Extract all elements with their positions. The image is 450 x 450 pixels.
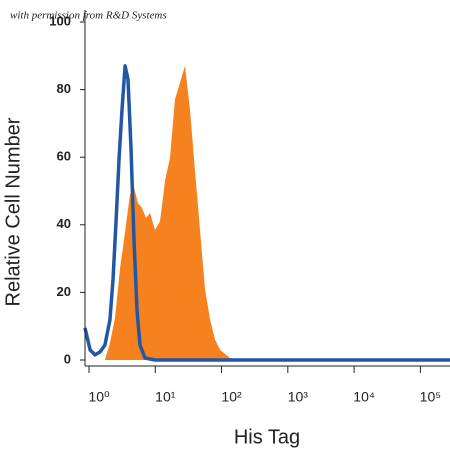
y-tick-label: 20 xyxy=(57,284,71,299)
y-tick-label: 80 xyxy=(57,81,71,96)
x-axis-label: His Tag xyxy=(234,426,300,448)
y-tick-label: 0 xyxy=(64,351,71,366)
annotation: with permission from R&D Systems xyxy=(10,10,167,22)
histogram-area xyxy=(104,65,241,361)
y-tick-label: 40 xyxy=(57,216,71,231)
x-tick-label: 10⁴ xyxy=(353,389,375,405)
y-tick-label: 100 xyxy=(49,13,71,28)
x-tick-label: 10⁵ xyxy=(420,389,441,405)
x-tick-label: 10¹ xyxy=(155,389,176,405)
y-axis-label: Relative Cell Number xyxy=(2,117,24,306)
x-tick-label: 10³ xyxy=(288,389,309,405)
y-tick-label: 60 xyxy=(57,149,71,164)
histogram-line xyxy=(83,64,450,362)
x-tick-label: 10² xyxy=(221,389,242,405)
x-tick-label: 10⁰ xyxy=(88,389,110,405)
